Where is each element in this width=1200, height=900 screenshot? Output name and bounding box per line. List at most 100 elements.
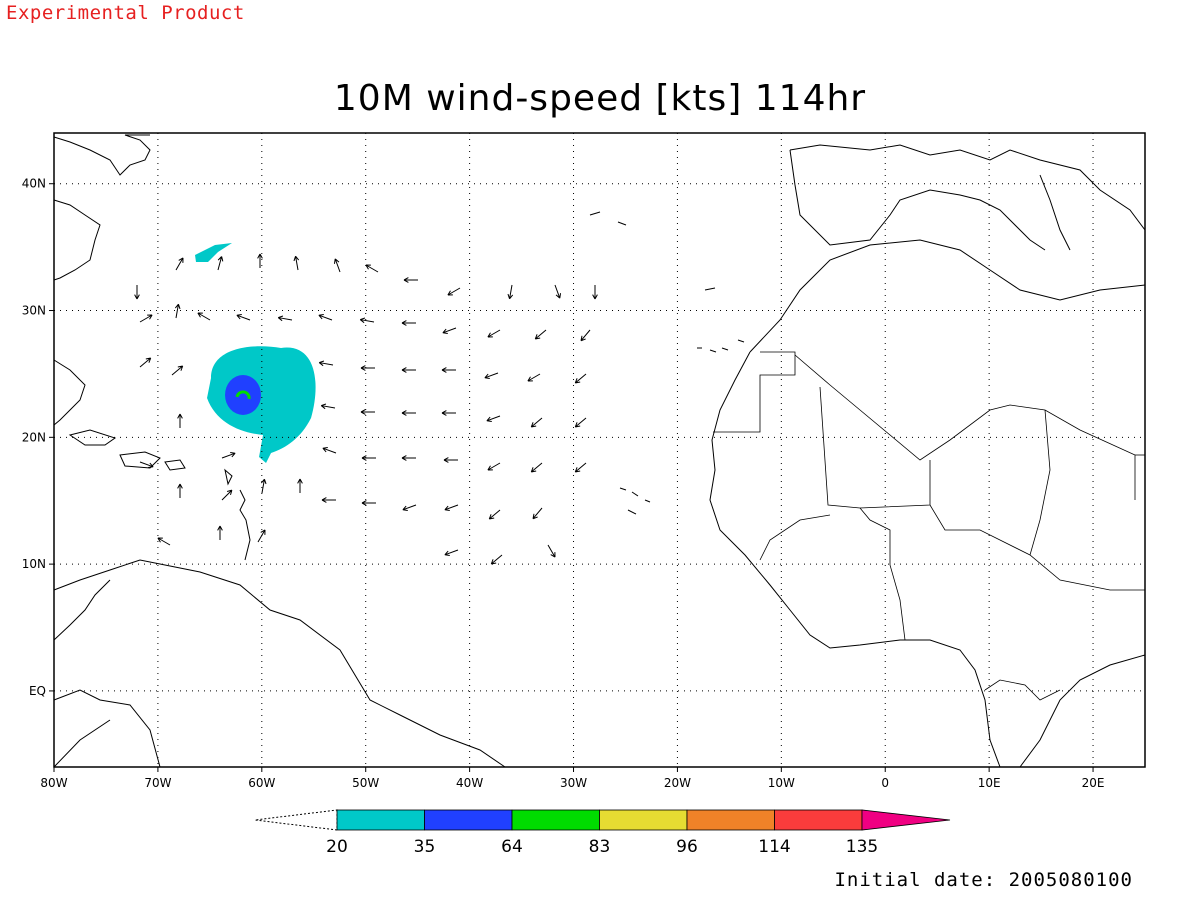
colorbar-legend: 20 35 64 83 96 114 135: [254, 809, 951, 857]
colorbar-label: 135: [846, 837, 878, 857]
wind-arrow: [171, 365, 184, 376]
wind-arrow: [217, 256, 224, 271]
colorbar-label: 114: [758, 837, 790, 857]
x-tick-label: 70W: [144, 776, 171, 790]
wind-arrow: [484, 372, 499, 380]
wind-speed-contours: [195, 243, 316, 463]
x-tick-label: 20E: [1082, 776, 1105, 790]
wind-arrow: [217, 525, 223, 540]
wind-arrow: [401, 455, 416, 461]
wind-arrow: [361, 500, 376, 506]
wind-arrow: [574, 373, 587, 384]
wind-arrow: [322, 446, 337, 454]
storm-core: [235, 390, 251, 400]
y-tick-label: 30N: [22, 304, 46, 318]
wind-arrow: [488, 509, 501, 520]
x-tick-label: 20W: [664, 776, 691, 790]
initial-date-label: Initial date: 2005080100: [834, 869, 1133, 891]
wind-arrow: [443, 457, 458, 463]
wind-arrow: [257, 529, 266, 543]
wind-arrow: [361, 455, 376, 461]
wind-arrow: [447, 287, 461, 296]
x-tick-label: 10E: [978, 776, 1001, 790]
chart-title: 10M wind-speed [kts] 114hr: [333, 78, 867, 119]
wind-arrow: [401, 367, 416, 373]
wind-arrow: [175, 257, 184, 271]
wind-arrow: [580, 329, 591, 342]
colorbar-label: 83: [589, 837, 611, 857]
x-tick-label: 10W: [768, 776, 795, 790]
wind-arrow: [441, 367, 456, 373]
wind-arrow: [318, 360, 334, 367]
wind-arrow: [359, 317, 375, 324]
wind-arrow: [260, 478, 267, 494]
wind-arrow: [401, 320, 416, 326]
wind-arrow: [547, 544, 556, 558]
latitude-axis: 40N 30N 20N 10N EQ: [22, 177, 54, 698]
longitude-axis: 80W 70W 60W 50W 40W 30W 20W 10W 0 10E 20E: [40, 767, 1104, 790]
wind-arrow: [487, 462, 501, 471]
wind-arrow: [365, 264, 379, 273]
wind-arrow: [530, 417, 543, 428]
wind-arrow: [360, 365, 375, 371]
colorbar-high-triangle: [861, 809, 951, 831]
coastlines: [53, 134, 1146, 768]
wind-arrow: [487, 329, 501, 338]
wind-arrow: [442, 327, 457, 335]
wind-arrow: [221, 489, 233, 501]
wind-arrow: [402, 504, 417, 512]
colorbar-label: 20: [326, 837, 348, 857]
wind-arrow: [534, 329, 547, 340]
wind-arrow: [177, 483, 183, 498]
wind-arrow: [320, 403, 336, 410]
wind-arrow: [174, 303, 181, 319]
colorbar-swatch: [686, 809, 775, 831]
wind-vectors: [134, 253, 598, 565]
wind-arrow: [177, 413, 183, 428]
wind-arrow: [333, 258, 341, 273]
wind-arrow: [318, 313, 333, 321]
wind-arrow: [527, 373, 541, 382]
colorbar-label: 35: [414, 837, 436, 857]
wind-arrow: [592, 285, 598, 300]
wind-arrow: [532, 507, 543, 520]
wind-arrow: [444, 549, 459, 557]
wind-arrow: [403, 277, 418, 283]
wind-arrow: [139, 314, 153, 323]
wind-arrow: [401, 410, 416, 416]
y-tick-label: EQ: [29, 684, 46, 698]
experimental-product-label: Experimental Product: [6, 2, 245, 24]
wind-arrow: [360, 409, 375, 415]
wind-arrow: [490, 554, 503, 565]
x-tick-label: 40W: [456, 776, 483, 790]
wind-patch: [195, 243, 232, 262]
wind-arrow: [574, 462, 587, 473]
wind-arrow: [293, 255, 300, 271]
x-tick-label: 30W: [560, 776, 587, 790]
colorbar-label: 64: [501, 837, 523, 857]
wind-arrow: [486, 415, 501, 423]
colorbar-swatch: [774, 809, 863, 831]
wind-arrow: [139, 461, 154, 469]
wind-arrow: [197, 312, 211, 321]
colorbar-low-triangle: [254, 809, 338, 831]
wind-arrow: [236, 313, 251, 321]
wind-arrow: [139, 357, 152, 368]
wind-arrow: [221, 451, 236, 459]
wind-arrow: [321, 497, 336, 503]
wind-arrow: [441, 410, 456, 416]
colorbar-swatch: [336, 809, 425, 831]
y-tick-label: 10N: [22, 557, 46, 571]
colorbar-swatch: [511, 809, 600, 831]
storm-ts-area: [207, 346, 316, 463]
x-tick-label: 50W: [352, 776, 379, 790]
colorbar-swatch: [599, 809, 688, 831]
wind-arrow: [507, 284, 514, 300]
wind-arrow: [530, 462, 543, 473]
wind-arrow: [257, 253, 263, 268]
map-frame: [53, 132, 1146, 768]
wind-arrow: [574, 417, 587, 428]
storm-hurricane-area: [225, 374, 262, 415]
y-tick-label: 20N: [22, 430, 46, 444]
